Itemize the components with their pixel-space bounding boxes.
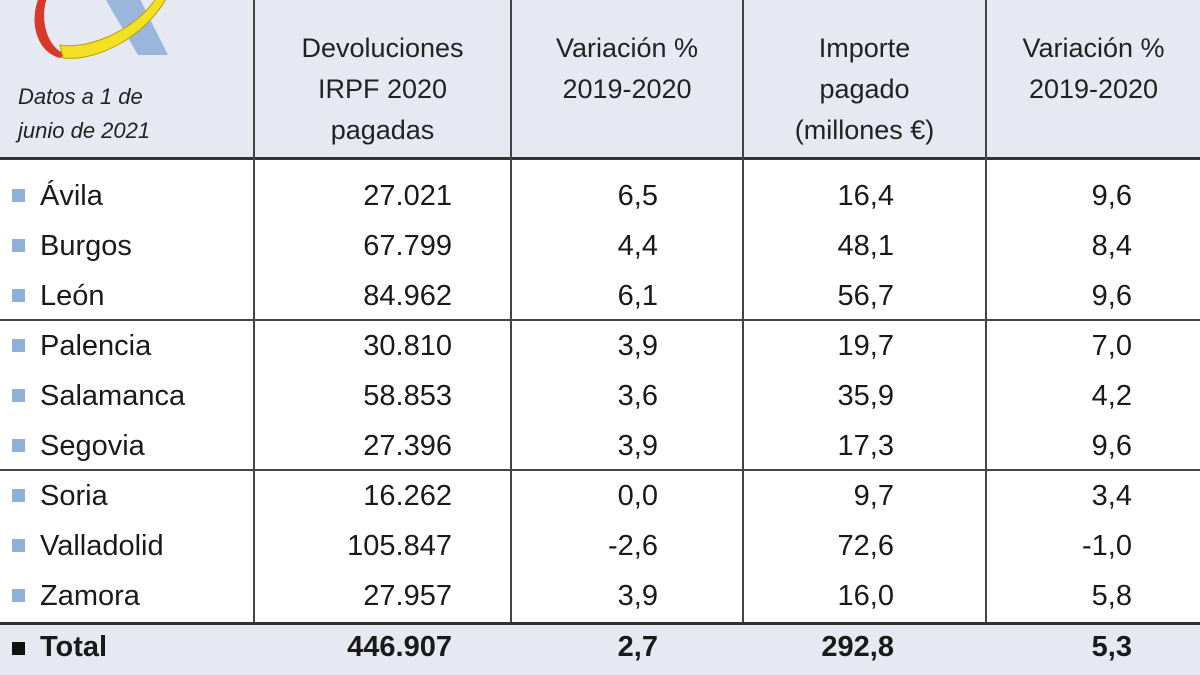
cell-value: 6,1 xyxy=(617,280,658,312)
province-name: Ávila xyxy=(40,180,103,212)
cell-value: 84.962 xyxy=(363,280,452,312)
cell-value: 7,0 xyxy=(1091,330,1132,362)
header-line: Importe xyxy=(818,33,911,63)
agency-logo xyxy=(34,0,168,59)
header-devoluciones: Devoluciones IRPF 2020 pagadas xyxy=(255,28,510,151)
header-importe: Importe pagado (millones €) xyxy=(744,28,985,151)
cell-value: 16,4 xyxy=(837,180,894,212)
note-line: junio de 2021 xyxy=(18,118,151,143)
cell-value: 4,4 xyxy=(617,230,658,262)
column-divider xyxy=(510,0,512,675)
bullet-square-icon xyxy=(12,439,25,452)
table-row: Salamanca 58.853 3,6 35,9 4,2 xyxy=(0,372,1200,422)
header-line: pagado xyxy=(819,74,910,104)
cell-value: 3,4 xyxy=(1091,480,1132,512)
table-row: Ávila 27.021 6,5 16,4 9,6 xyxy=(0,172,1200,222)
cell-value: 17,3 xyxy=(837,430,894,462)
bullet-square-icon xyxy=(12,642,25,655)
bullet-square-icon xyxy=(12,389,25,402)
cell-value: 3,9 xyxy=(617,580,658,612)
table-row: Segovia 27.396 3,9 17,3 9,6 xyxy=(0,422,1200,472)
cell-value: 30.810 xyxy=(363,330,452,362)
bullet-square-icon xyxy=(12,289,25,302)
bullet-square-icon xyxy=(12,489,25,502)
province-name: Segovia xyxy=(40,430,145,462)
header-line: (millones €) xyxy=(794,115,935,145)
cell-value: 67.799 xyxy=(363,230,452,262)
group-separator xyxy=(0,469,1200,471)
cell-value: 8,4 xyxy=(1091,230,1132,262)
cell-value: 3,9 xyxy=(617,330,658,362)
cell-value: 0,0 xyxy=(617,480,658,512)
header-line: 2019-2020 xyxy=(1028,74,1159,104)
header-line: 2019-2020 xyxy=(562,74,692,104)
province-name: Burgos xyxy=(40,230,132,262)
cell-value: 72,6 xyxy=(837,530,894,562)
table-row: Soria 16.262 0,0 9,7 3,4 xyxy=(0,472,1200,522)
cell-value: 2,7 xyxy=(617,631,658,663)
province-name: Soria xyxy=(40,480,108,512)
table-row: Palencia 30.810 3,9 19,7 7,0 xyxy=(0,322,1200,372)
cell-value: 5,8 xyxy=(1091,580,1132,612)
cell-value: 27.957 xyxy=(363,580,452,612)
cell-value: 9,6 xyxy=(1091,180,1132,212)
cell-value: 35,9 xyxy=(837,380,894,412)
table-row: Valladolid 105.847 -2,6 72,6 -1,0 xyxy=(0,522,1200,572)
province-name: León xyxy=(40,280,105,312)
cell-value: 446.907 xyxy=(347,631,452,663)
cell-value: 3,6 xyxy=(617,380,658,412)
cell-value: 16.262 xyxy=(363,480,452,512)
cell-value: 5,3 xyxy=(1091,631,1132,663)
cell-value: 58.853 xyxy=(363,380,452,412)
cell-value: 56,7 xyxy=(837,280,894,312)
cell-value: 292,8 xyxy=(821,631,894,663)
bullet-square-icon xyxy=(12,539,25,552)
column-divider xyxy=(742,0,744,675)
province-name: Palencia xyxy=(40,330,152,362)
province-name: Valladolid xyxy=(40,530,164,562)
group-separator xyxy=(0,319,1200,321)
cell-value: 9,7 xyxy=(853,480,894,512)
cell-value: 27.396 xyxy=(363,430,452,462)
cell-value: 6,5 xyxy=(617,180,658,212)
bullet-square-icon xyxy=(12,189,25,202)
cell-value: 3,9 xyxy=(617,430,658,462)
total-row: Total 446.907 2,7 292,8 5,3 xyxy=(0,622,1200,675)
column-divider xyxy=(253,0,255,675)
header-line: pagadas xyxy=(330,115,435,145)
cell-value: -1,0 xyxy=(1082,530,1132,562)
table-header xyxy=(0,0,1200,160)
cell-value: 19,7 xyxy=(837,330,894,362)
province-name: Salamanca xyxy=(40,380,186,412)
header-line: Variación % xyxy=(555,33,699,63)
header-line: IRPF 2020 xyxy=(317,74,448,104)
column-divider xyxy=(985,0,987,675)
cell-value: 27.021 xyxy=(363,180,452,212)
bullet-square-icon xyxy=(12,339,25,352)
cell-value: 48,1 xyxy=(837,230,894,262)
province-name: Total xyxy=(40,631,108,663)
cell-value: 9,6 xyxy=(1091,280,1132,312)
table-row: León 84.962 6,1 56,7 9,6 xyxy=(0,272,1200,322)
bullet-square-icon xyxy=(12,589,25,602)
header-line: Devoluciones xyxy=(301,33,464,63)
table-row: Zamora 27.957 3,9 16,0 5,8 xyxy=(0,572,1200,622)
data-date-note: Datos a 1 de junio de 2021 xyxy=(18,80,150,148)
cell-value: 105.847 xyxy=(347,530,452,562)
province-name: Zamora xyxy=(40,580,140,612)
cell-value: 16,0 xyxy=(837,580,894,612)
cell-value: -2,6 xyxy=(608,530,658,562)
cell-value: 4,2 xyxy=(1091,380,1132,412)
note-line: Datos a 1 de xyxy=(18,84,143,109)
header-line: Variación % xyxy=(1022,33,1165,63)
bullet-square-icon xyxy=(12,239,25,252)
table-row: Burgos 67.799 4,4 48,1 8,4 xyxy=(0,222,1200,272)
header-variacion-devoluciones: Variación % 2019-2020 xyxy=(512,28,742,110)
cell-value: 9,6 xyxy=(1091,430,1132,462)
header-variacion-importe: Variación % 2019-2020 xyxy=(987,28,1200,110)
